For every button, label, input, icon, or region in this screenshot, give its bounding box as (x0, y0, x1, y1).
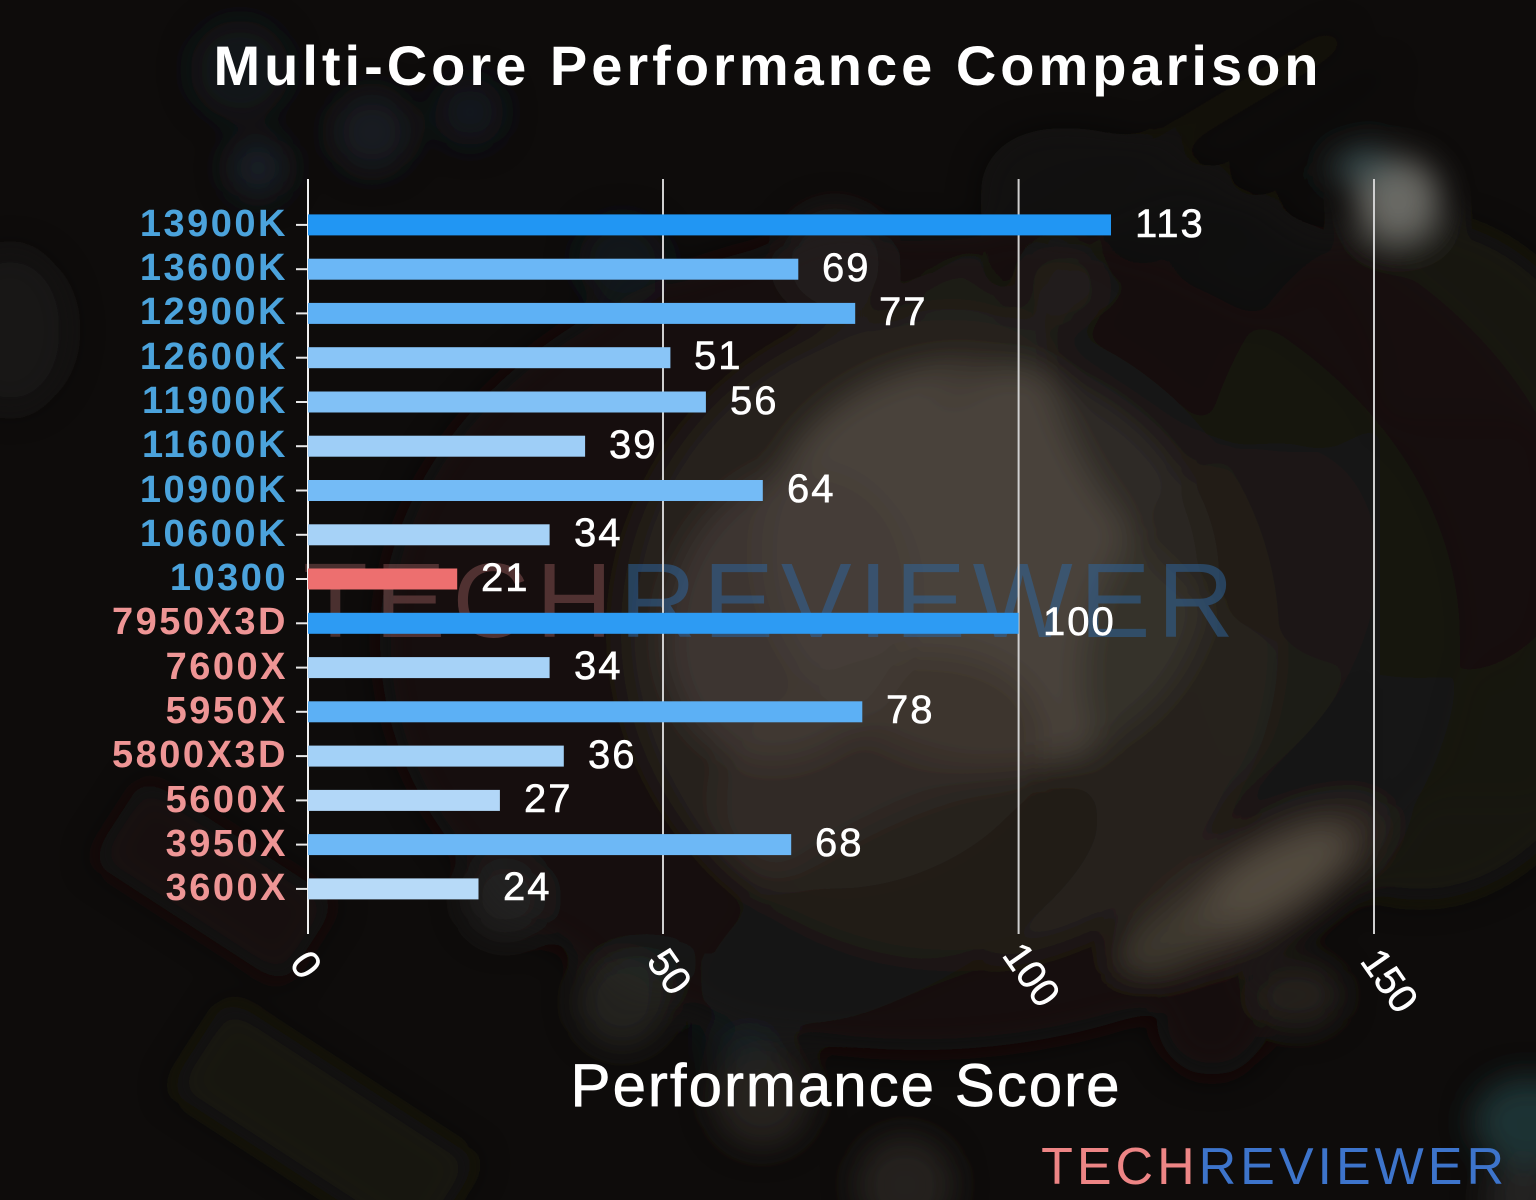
svg-text:12900K: 12900K (140, 291, 288, 333)
svg-text:64: 64 (787, 467, 836, 511)
svg-text:36: 36 (588, 733, 637, 777)
svg-text:77: 77 (879, 290, 928, 334)
svg-text:3950X: 3950X (166, 823, 288, 865)
svg-text:10900K: 10900K (140, 469, 288, 511)
svg-text:TECHREVIEWER: TECHREVIEWER (1041, 1138, 1508, 1196)
svg-text:51: 51 (694, 334, 743, 378)
svg-text:68: 68 (815, 821, 864, 865)
svg-text:27: 27 (524, 777, 573, 821)
svg-text:78: 78 (886, 688, 935, 732)
svg-text:13900K: 13900K (140, 203, 288, 245)
svg-text:56: 56 (730, 379, 779, 423)
svg-text:5950X: 5950X (166, 690, 288, 732)
svg-text:10600K: 10600K (140, 513, 288, 555)
svg-text:7950X3D: 7950X3D (112, 601, 288, 643)
svg-text:5600X: 5600X (166, 779, 288, 821)
svg-text:13600K: 13600K (140, 247, 288, 289)
svg-text:12600K: 12600K (140, 336, 288, 378)
svg-text:Multi-Core Performance Compari: Multi-Core Performance Comparison (213, 34, 1322, 97)
svg-text:TECHREVIEWER: TECHREVIEWER (303, 542, 1241, 660)
svg-text:69: 69 (822, 246, 871, 290)
svg-text:10300: 10300 (170, 557, 288, 599)
svg-text:100: 100 (1043, 600, 1116, 644)
svg-text:34: 34 (574, 644, 623, 688)
svg-text:Performance Score: Performance Score (571, 1052, 1122, 1119)
svg-text:39: 39 (609, 423, 658, 467)
svg-text:3600X: 3600X (166, 867, 288, 909)
svg-text:11900K: 11900K (142, 380, 288, 422)
svg-text:5800X3D: 5800X3D (112, 734, 288, 776)
svg-text:11600K: 11600K (142, 424, 288, 466)
svg-text:113: 113 (1135, 202, 1205, 246)
svg-text:24: 24 (503, 865, 552, 909)
svg-text:34: 34 (574, 511, 623, 555)
svg-text:7600X: 7600X (166, 646, 288, 688)
svg-text:21: 21 (481, 556, 530, 600)
